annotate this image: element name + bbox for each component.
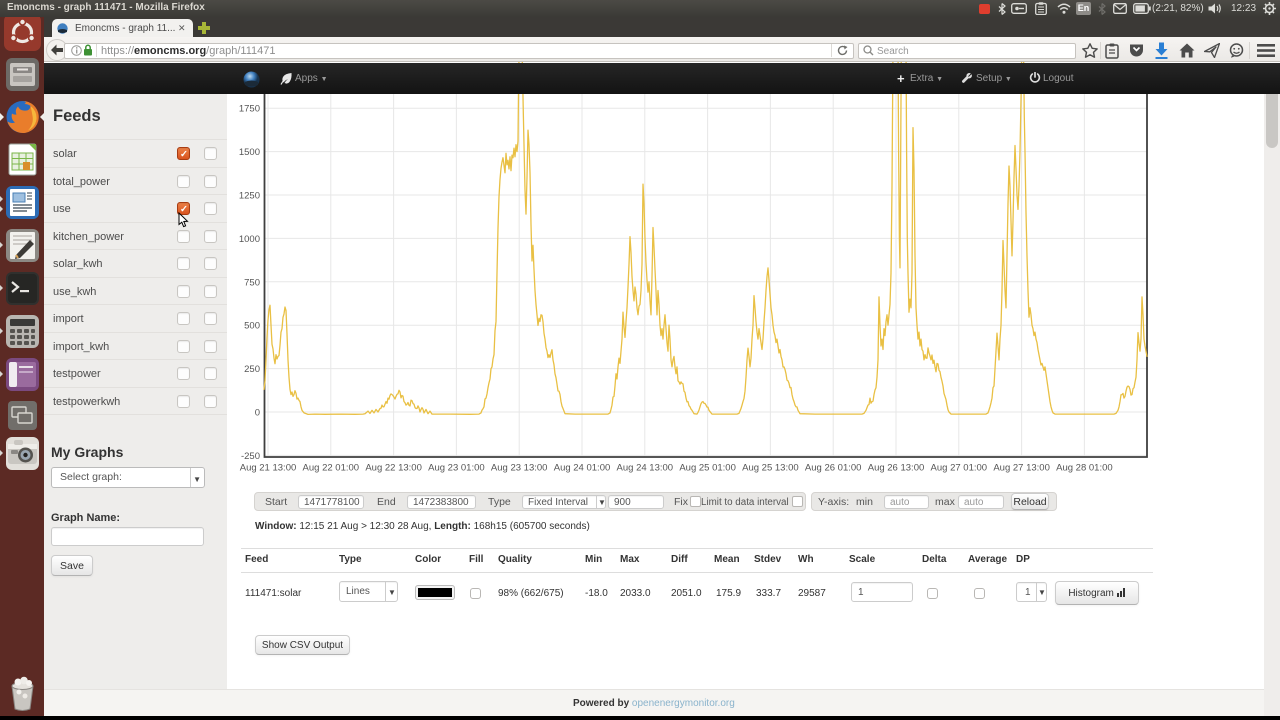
svg-text:Aug 22 13:00: Aug 22 13:00 xyxy=(365,463,422,474)
svg-text:1750: 1750 xyxy=(239,104,260,115)
svg-text:Aug 22 01:00: Aug 22 01:00 xyxy=(303,463,360,474)
svg-text:Aug 21 13:00: Aug 21 13:00 xyxy=(240,463,297,474)
svg-text:250: 250 xyxy=(244,364,260,375)
svg-text:1000: 1000 xyxy=(239,234,260,245)
svg-text:Aug 23 01:00: Aug 23 01:00 xyxy=(428,463,485,474)
svg-text:1500: 1500 xyxy=(239,147,260,158)
svg-text:Aug 24 13:00: Aug 24 13:00 xyxy=(617,463,674,474)
svg-text:500: 500 xyxy=(244,321,260,332)
svg-text:Aug 25 01:00: Aug 25 01:00 xyxy=(679,463,736,474)
svg-text:Aug 24 01:00: Aug 24 01:00 xyxy=(554,463,611,474)
svg-text:750: 750 xyxy=(244,277,260,288)
svg-text:-250: -250 xyxy=(241,451,260,462)
svg-text:Aug 26 01:00: Aug 26 01:00 xyxy=(805,463,862,474)
svg-text:Aug 23 13:00: Aug 23 13:00 xyxy=(491,463,548,474)
svg-text:Aug 27 01:00: Aug 27 01:00 xyxy=(931,463,988,474)
svg-text:Aug 28 01:00: Aug 28 01:00 xyxy=(1056,463,1113,474)
svg-text:Aug 27 13:00: Aug 27 13:00 xyxy=(993,463,1050,474)
svg-text:Aug 25 13:00: Aug 25 13:00 xyxy=(742,463,799,474)
svg-text:0: 0 xyxy=(255,408,260,419)
svg-text:1250: 1250 xyxy=(239,191,260,202)
svg-text:Aug 26 13:00: Aug 26 13:00 xyxy=(868,463,925,474)
